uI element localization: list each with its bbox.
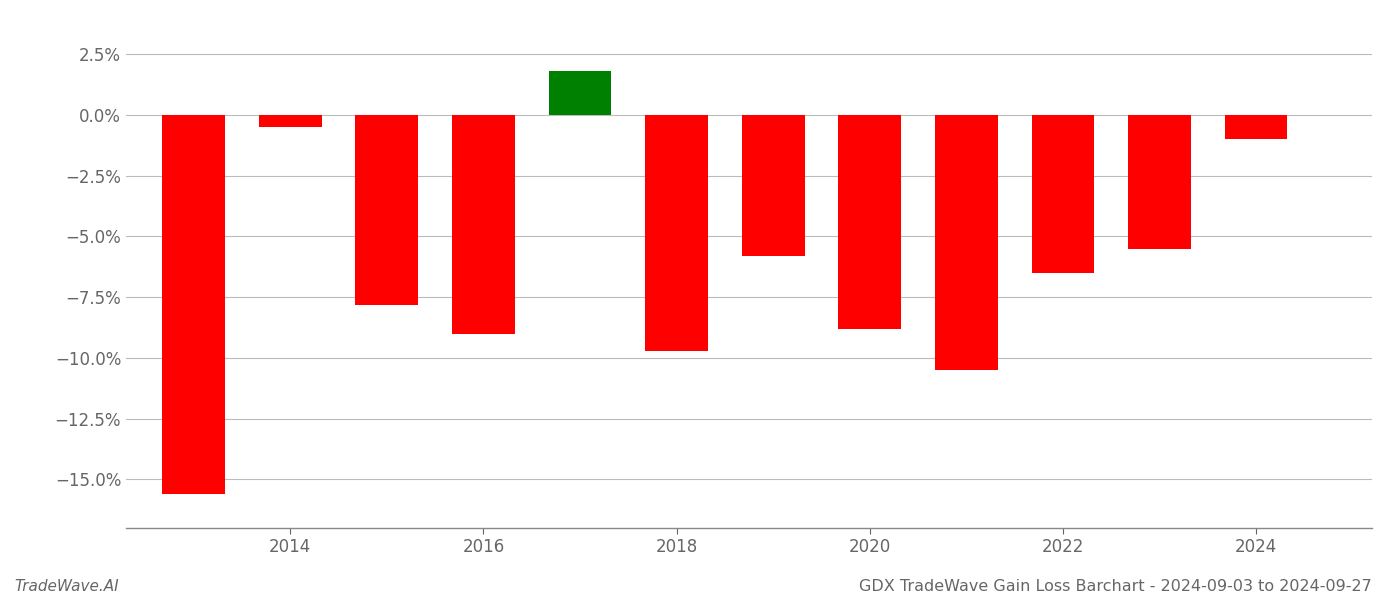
Bar [935, 115, 998, 370]
Text: TradeWave.AI: TradeWave.AI [14, 579, 119, 594]
Bar [356, 115, 419, 305]
Bar [839, 115, 902, 329]
Bar [162, 115, 225, 494]
Bar [1032, 115, 1095, 273]
Bar [549, 71, 612, 115]
Bar [645, 115, 708, 350]
Text: GDX TradeWave Gain Loss Barchart - 2024-09-03 to 2024-09-27: GDX TradeWave Gain Loss Barchart - 2024-… [860, 579, 1372, 594]
Bar [1128, 115, 1191, 248]
Bar [259, 115, 322, 127]
Bar [452, 115, 515, 334]
Bar [742, 115, 805, 256]
Bar [1225, 115, 1288, 139]
